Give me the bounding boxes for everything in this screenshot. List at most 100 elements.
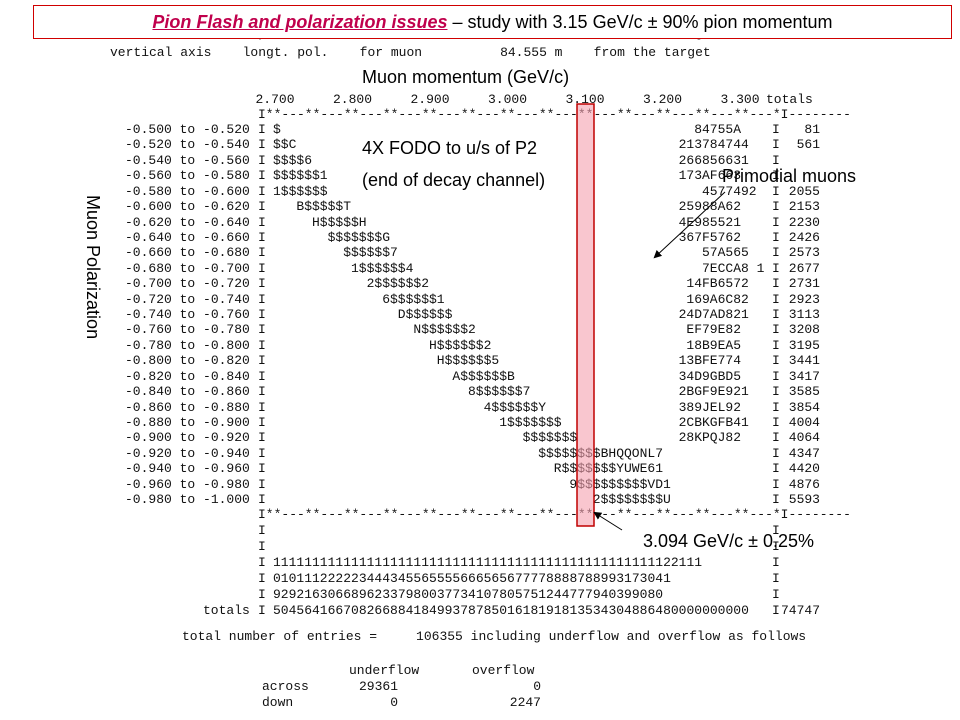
row-total: 4064: [788, 430, 820, 446]
frame: I: [258, 461, 266, 477]
histogram-cells: 367F5762: [678, 229, 742, 245]
histogram-cells: 14FB6572: [686, 276, 749, 292]
histogram-cells: 34D9GBD5: [678, 368, 742, 384]
histogram-cells: $: [273, 122, 281, 137]
histogram-cells: 6$$$$$$1: [382, 291, 445, 307]
entries-line: total number of entries = 106355 includi…: [182, 629, 807, 644]
frame: I: [772, 353, 780, 369]
axis-tick: 3.000: [487, 92, 528, 107]
row-total: 3441: [788, 353, 820, 369]
totals-label: totals: [203, 603, 250, 618]
frame: I: [258, 307, 266, 323]
frame: I: [772, 492, 780, 508]
histogram-cells: $$$$$$$G: [327, 229, 391, 245]
histogram-cells: H$$$$$H: [312, 214, 367, 230]
histogram-cells: B$$$$$T: [296, 199, 351, 215]
frame: I: [772, 245, 780, 261]
row-range: -0.980 to -1.000: [125, 492, 250, 508]
frame: I: [772, 152, 780, 168]
frame: I: [258, 603, 266, 618]
frame: I: [772, 214, 780, 230]
frame: I: [258, 384, 266, 400]
frame: I: [772, 199, 780, 215]
histogram-cells: 2$$$$$$$$U: [592, 492, 671, 508]
row-total: 2573: [788, 245, 820, 261]
histogram-cells: 13BFE774: [678, 353, 742, 369]
histogram-cells: 169A6C82: [686, 291, 749, 307]
title-rest: – study with 3.15 GeV/c ± 90% pion momen…: [447, 12, 833, 32]
frame: I: [772, 399, 780, 415]
row-total: 2426: [788, 229, 820, 245]
row-range: -0.680 to -0.700: [125, 260, 250, 276]
frame: I: [772, 322, 780, 338]
frame: I: [772, 476, 780, 492]
flow-value: 2247: [509, 695, 541, 710]
frame: I: [258, 368, 266, 384]
frame: I: [772, 445, 780, 461]
row-range: -0.600 to -0.620: [125, 199, 250, 215]
frame: I: [772, 523, 780, 538]
digit-row: 5045641667082668841849937878501618191813…: [273, 603, 749, 618]
axis-tick: 2.900: [410, 92, 450, 107]
histogram-cells: 4$$$$$$Y: [483, 399, 547, 415]
flow-header: overflow: [472, 663, 535, 678]
header-line: vertical axis longt. pol. for muon 84.55…: [110, 45, 711, 60]
frame: I: [258, 523, 266, 538]
frame: I: [772, 539, 780, 554]
frame: I: [258, 214, 266, 230]
totals-heading: totals: [766, 92, 813, 107]
flow-value: 29361: [358, 679, 398, 694]
row-range: -0.580 to -0.600: [125, 183, 250, 199]
frame: I: [258, 260, 266, 276]
frame: I: [258, 152, 266, 168]
histogram-cells: N$$$$$$2: [413, 322, 476, 338]
row-total: 2055: [788, 183, 820, 199]
frame: I: [258, 571, 266, 586]
row-total: 561: [796, 137, 820, 153]
frame: I: [258, 245, 266, 261]
row-range: -0.920 to -0.940: [125, 445, 250, 461]
row-total: 2923: [788, 291, 820, 307]
histogram-cells: D$$$$$$: [397, 307, 453, 323]
frame: I: [772, 183, 780, 199]
frame: I: [772, 571, 780, 586]
frame: I: [772, 430, 780, 446]
momentum-band: [576, 103, 595, 527]
row-range: -0.520 to -0.540: [125, 137, 250, 153]
row-total: 2153: [788, 199, 820, 215]
histogram-cells: 2$$$$$$2: [366, 276, 430, 292]
frame: I: [772, 603, 780, 618]
row-range: -0.540 to -0.560: [125, 152, 250, 168]
row-range: -0.660 to -0.680: [125, 245, 250, 261]
frame: I: [258, 492, 266, 508]
row-total: 3417: [788, 368, 820, 384]
row-total: 4004: [788, 414, 820, 430]
histogram-cells: 173AF663: [678, 168, 742, 184]
histogram-cells: 2BGF9E921: [678, 384, 749, 400]
frame: I: [258, 122, 266, 137]
histogram-cells: 266856631: [678, 152, 749, 168]
row-total: 3585: [788, 384, 820, 400]
y-axis-label: Muon Polarization: [83, 195, 103, 340]
row-total: 2731: [788, 276, 820, 292]
histogram-cells: 7ECCA8 1: [702, 260, 765, 276]
digit-row: 9292163066896233798003773410780575124477…: [273, 587, 664, 602]
frame: I: [772, 122, 780, 137]
flow-header: underflow: [349, 663, 420, 678]
frame: I: [772, 260, 780, 276]
title-box: Pion Flash and polarization issues – stu…: [33, 5, 952, 39]
row-range: -0.860 to -0.880: [125, 399, 250, 415]
axis-tick: 3.300: [720, 92, 760, 107]
histogram-cells: $$$$$$7: [343, 245, 398, 261]
row-total: 81: [804, 122, 820, 137]
frame: I: [258, 353, 266, 369]
frame: I: [772, 461, 780, 477]
frame: I: [258, 291, 266, 307]
frame: I: [258, 322, 266, 338]
axis-tick: 3.100: [565, 92, 605, 107]
frame: I: [258, 555, 266, 570]
histogram-cells: 4577492: [702, 183, 757, 199]
row-total: 5593: [788, 492, 820, 508]
